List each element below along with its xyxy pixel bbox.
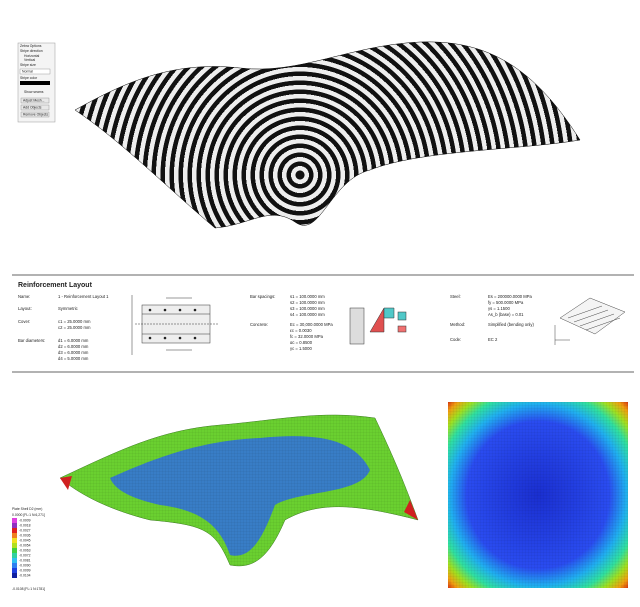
plan-view-contour [448,402,628,588]
section-title: Reinforcement Layout [18,282,93,289]
legend-swatch [12,543,17,548]
legend-label: -0.0018 [19,523,31,527]
slab-diagram [554,297,626,345]
value: As_b (base) = 0.01 [488,312,524,317]
label: Steel: [450,294,461,299]
legend-label: -0.0081 [19,558,31,562]
value: 1 - Reinforcement Layout 1 [58,294,109,299]
legend-swatch [12,533,17,538]
value: Symmetric [58,306,78,311]
legend-label: -0.0108 [FL:1 N:1781] [12,587,45,591]
legend-swatch [12,528,17,533]
radio[interactable]: Vertical [24,58,35,62]
value: s4 = 100.0000 mm [290,312,325,317]
label: Method: [450,322,465,327]
dropdown-value: Normal [22,69,33,73]
radio[interactable]: Horizontal [24,54,40,58]
legend-label: -0.0027 [19,528,31,532]
value: s1 = 100.0000 mm [290,294,325,299]
label: Stripe color [20,76,38,80]
value: γs = 1.1500 [488,306,510,311]
legend-swatch [12,518,17,523]
panel-title: Zebra Options [20,44,42,48]
reinforcement-layout: Reinforcement Layout Name: 1 - Reinforce… [18,282,626,361]
legend-swatch [12,568,17,573]
legend-swatch [12,538,17,543]
value: d3 = 6.0000 mm [58,350,89,355]
legend-swatch [12,548,17,553]
legend-label: -0.0099 [19,568,31,572]
label: Stripe direction [20,49,43,53]
button-label[interactable]: Remove Objects [23,112,48,116]
value: d4 = 5.0000 mm [58,356,89,361]
legend-swatch [12,563,17,568]
value: fy = 500.0000 MPa [488,300,524,305]
button-label[interactable]: Add Objects [23,105,42,109]
color-legend: Plate Shell D2 (mm) 0.0000 [FL:1 N:6,271… [12,507,45,591]
label: Cover: [18,319,30,324]
label: Layout: [18,306,32,311]
value: γc = 1.5000 [290,346,312,351]
legend-label: -0.0063 [19,548,31,552]
value: c1 = 25.0000 mm [58,319,91,324]
legend-swatch [12,558,17,563]
value: d2 = 6.0000 mm [58,344,89,349]
legend-label: -0.0104 [19,573,31,577]
dropdown[interactable] [19,68,51,75]
checkbox[interactable]: Show seams [24,90,44,94]
value: Simplified (bending only) [488,322,534,327]
legend-swatch [12,523,17,528]
value: εc = 0.0030 [290,328,312,333]
value: Ec = 30,000.0000 MPa [290,322,333,327]
legend-label: 0.0000 [FL:1 N:6,271] [12,513,45,517]
color-swatch[interactable] [20,81,50,85]
value: EC 2 [488,337,498,342]
legend-label: -0.0090 [19,563,31,567]
value: s3 = 100.0000 mm [290,306,325,311]
button[interactable] [20,111,50,118]
value: c2 = 25.0000 mm [58,325,91,330]
button[interactable] [20,97,50,104]
legend-title: Plate Shell D2 (mm) [12,507,42,511]
label: Stripe size [20,63,36,67]
value: s2 = 100.0000 mm [290,300,325,305]
value: fc = 32.0000 MPa [290,334,324,339]
zebra-surface [74,41,581,229]
legend-label: -0.0009 [19,518,31,522]
label: Concrete: [250,322,268,327]
label: Name: [18,294,30,299]
button[interactable] [20,104,50,111]
legend-label: -0.0072 [19,553,31,557]
legend-label: -0.0036 [19,533,31,537]
legend-label: -0.0045 [19,538,31,542]
value: d1 = 6.0000 mm [58,338,89,343]
value: αc = 0.8500 [290,340,313,345]
legend-swatch [12,553,17,558]
zebra-options-panel: Zebra Options Stripe direction Horizonta… [17,42,56,123]
value: Es = 200000.0000 MPa [488,294,533,299]
label: Bar spacings: [250,294,275,299]
mesh-overlay [448,402,628,588]
cross-section-diagram [131,295,218,355]
deformed-mesh-3d [59,414,419,567]
button-label[interactable]: Adjust Mesh... [23,98,45,102]
label: Bar diameters: [18,338,45,343]
label: Code: [450,337,461,342]
legend-swatch [12,573,17,578]
stress-diagram [349,307,407,345]
legend-label: -0.0054 [19,543,31,547]
